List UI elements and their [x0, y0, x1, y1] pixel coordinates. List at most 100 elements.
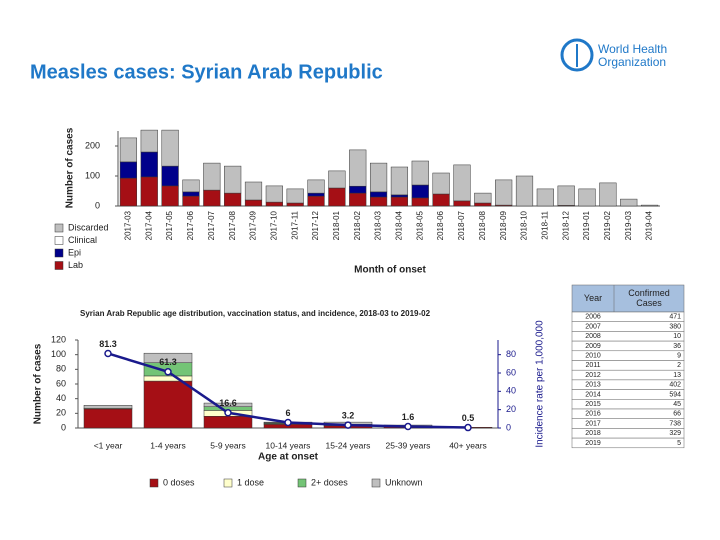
bar-segment	[390, 166, 409, 196]
table-cell: 594	[669, 391, 681, 398]
bar-segment	[432, 193, 450, 207]
y-tick-label: 80	[56, 364, 66, 374]
bar-segment	[244, 199, 263, 207]
bar-segment	[265, 185, 283, 203]
table-cell: 2017	[585, 420, 601, 427]
bar-segment	[411, 160, 429, 186]
y2-tick-label: 20	[506, 404, 516, 414]
bar-segment	[390, 196, 409, 207]
table-cell: 2	[677, 362, 681, 369]
y-tick-label: 0	[95, 200, 100, 210]
bar-segment	[328, 170, 346, 189]
x-tick-label: 2017-12	[311, 210, 320, 240]
bar-segment	[224, 165, 242, 194]
bar-segment	[265, 201, 283, 207]
bar-segment	[620, 198, 638, 207]
bar-segment	[203, 416, 253, 429]
table-cell: 5	[677, 440, 681, 447]
y2-tick-label: 40	[506, 386, 516, 396]
bar-segment	[369, 162, 388, 193]
y2-tick-label: 0	[506, 422, 511, 432]
bar-segment	[349, 149, 367, 187]
bar-segment	[140, 151, 158, 178]
who-logo: World Health Organization	[560, 38, 667, 72]
legend-label: 2+ doses	[311, 477, 348, 487]
bar-segment	[557, 185, 575, 206]
y-tick-label: 20	[56, 408, 66, 418]
y-axis-label: Number of cases	[33, 343, 44, 424]
bar-segment	[307, 192, 325, 197]
bar-segment	[143, 352, 193, 363]
table-cell: 13	[673, 372, 681, 379]
bar-segment	[203, 162, 221, 191]
table-cell: 9	[677, 352, 681, 359]
table-header-word: Cases	[636, 298, 662, 308]
x-tick-label: 2017-04	[144, 210, 153, 240]
incidence-point	[104, 349, 112, 358]
y-tick-label: 60	[56, 378, 66, 388]
bar-segment	[140, 129, 158, 153]
legend-swatch	[54, 223, 64, 233]
incidence-point	[164, 368, 172, 376]
x-tick-label: 2019-03	[624, 210, 633, 240]
legend-label: 0 doses	[163, 477, 195, 487]
x-tick-label: 2017-10	[269, 210, 278, 240]
table-cell: 2014	[585, 391, 601, 398]
chart-title: Syrian Arab Republic age distribution, v…	[80, 309, 431, 318]
slide-title: Measles cases: Syrian Arab Republic	[30, 61, 383, 83]
legend-swatch	[149, 478, 159, 488]
logo-emblem	[560, 38, 594, 72]
bar-segment	[119, 137, 138, 163]
table-cell: 2011	[585, 362, 600, 369]
bar-segment	[411, 197, 429, 207]
y-tick-label: 40	[56, 393, 66, 403]
data-label: 0.5	[462, 413, 475, 423]
x-tick-label: 5-9 years	[210, 440, 245, 450]
table-cell: 471	[669, 314, 681, 321]
x-tick-label: 2018-12	[561, 210, 570, 240]
y-tick-label: 120	[51, 334, 66, 344]
table-cell: 329	[669, 430, 681, 437]
x-tick-label: 2019-04	[645, 210, 654, 240]
x-tick-label: 40+ years	[449, 440, 487, 450]
bar-segment	[286, 202, 304, 207]
table-cell: 2018	[585, 430, 601, 437]
data-label: 6	[285, 408, 290, 418]
bar-segment	[578, 188, 596, 207]
x-tick-label: 2018-04	[395, 210, 404, 240]
bar-segment	[182, 179, 200, 193]
x-tick-label: 2018-11	[540, 210, 549, 239]
data-label: 1.6	[402, 412, 415, 422]
x-tick-label: 2018-02	[353, 210, 362, 240]
x-tick-label: 2018-09	[499, 210, 508, 240]
table-cell: 36	[673, 343, 681, 350]
legend-swatch	[54, 261, 64, 270]
incidence-point	[464, 423, 472, 432]
x-tick-label: 2018-10	[520, 210, 529, 240]
bar-segment	[474, 192, 492, 204]
table-cell: 45	[673, 401, 681, 408]
table-cell: 2007	[585, 323, 601, 330]
legend-swatch	[371, 478, 381, 488]
table-cell: 402	[669, 382, 681, 389]
data-label: 61.3	[159, 357, 177, 367]
legend-label: Epi	[68, 247, 81, 257]
data-label: 3.2	[342, 410, 355, 420]
data-label: 16.6	[219, 398, 237, 408]
table-header: Confirmed Cases	[628, 288, 670, 308]
bar-segment	[83, 408, 133, 429]
x-tick-label: 2018-03	[374, 210, 383, 240]
x-tick-label: <1 year	[94, 440, 123, 450]
table-cell: 2013	[585, 382, 601, 389]
bar-segment	[411, 184, 429, 199]
x-tick-label: 2017-05	[165, 210, 174, 240]
y2-axis-label: Incidence rate per 1,000,000	[535, 320, 546, 448]
bar-segment	[453, 164, 471, 202]
y-tick-label: 200	[85, 140, 100, 150]
y-tick-label: 0	[61, 422, 66, 432]
bar-segment	[119, 177, 138, 207]
incidence-point	[344, 421, 352, 429]
legend-swatch	[54, 236, 64, 245]
bar-segment	[536, 188, 554, 207]
